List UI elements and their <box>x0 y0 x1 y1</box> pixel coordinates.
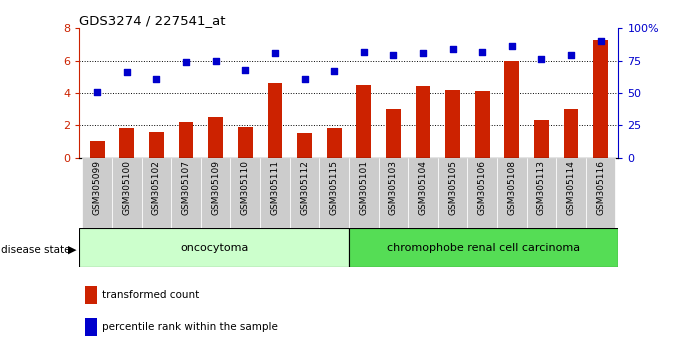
Bar <box>408 158 438 228</box>
Bar <box>534 120 549 158</box>
Bar <box>379 158 408 228</box>
Text: GSM305108: GSM305108 <box>507 160 516 215</box>
Point <box>388 53 399 58</box>
Text: GSM305104: GSM305104 <box>419 160 428 215</box>
Text: GSM305106: GSM305106 <box>477 160 486 215</box>
Point <box>447 46 458 52</box>
Bar <box>556 158 586 228</box>
Bar <box>415 86 430 158</box>
Text: GSM305107: GSM305107 <box>182 160 191 215</box>
Bar <box>497 158 527 228</box>
Bar <box>290 158 319 228</box>
Bar <box>90 141 104 158</box>
Text: ▶: ▶ <box>68 245 76 255</box>
Point <box>299 76 310 81</box>
Bar <box>112 158 142 228</box>
Bar <box>85 318 97 336</box>
Bar <box>386 109 401 158</box>
Bar <box>267 83 283 158</box>
Point <box>122 69 133 75</box>
Text: GSM305101: GSM305101 <box>359 160 368 215</box>
Bar <box>82 158 112 228</box>
Bar <box>142 158 171 228</box>
Point <box>269 50 281 56</box>
Text: GSM305105: GSM305105 <box>448 160 457 215</box>
Bar <box>475 91 490 158</box>
Point <box>536 57 547 62</box>
Text: GSM305116: GSM305116 <box>596 160 605 215</box>
Text: GSM305113: GSM305113 <box>537 160 546 215</box>
Bar <box>120 129 134 158</box>
Point <box>240 67 251 73</box>
Point <box>210 58 221 63</box>
Point <box>329 68 340 74</box>
Bar <box>149 132 164 158</box>
Point <box>565 53 576 58</box>
Text: GDS3274 / 227541_at: GDS3274 / 227541_at <box>79 14 226 27</box>
Point <box>595 39 606 44</box>
Text: GSM305100: GSM305100 <box>122 160 131 215</box>
Point <box>477 49 488 55</box>
Bar <box>297 133 312 158</box>
Bar <box>319 158 349 228</box>
Bar <box>438 158 467 228</box>
Text: oncocytoma: oncocytoma <box>180 243 248 253</box>
Text: GSM305110: GSM305110 <box>240 160 250 215</box>
Bar <box>527 158 556 228</box>
Bar <box>349 158 379 228</box>
Bar <box>179 122 193 158</box>
Text: disease state: disease state <box>1 245 70 255</box>
Text: percentile rank within the sample: percentile rank within the sample <box>102 322 278 332</box>
Text: GSM305112: GSM305112 <box>300 160 309 215</box>
Bar <box>171 158 201 228</box>
Point <box>358 49 369 55</box>
Point <box>180 59 191 65</box>
Bar <box>85 286 97 303</box>
Bar <box>238 127 253 158</box>
Text: GSM305114: GSM305114 <box>567 160 576 215</box>
Text: transformed count: transformed count <box>102 290 199 299</box>
Bar <box>504 61 519 158</box>
Bar <box>564 109 578 158</box>
Bar <box>231 158 260 228</box>
Text: chromophobe renal cell carcinoma: chromophobe renal cell carcinoma <box>387 243 580 253</box>
Bar <box>586 158 616 228</box>
Bar <box>79 228 349 267</box>
Bar <box>260 158 290 228</box>
Bar <box>201 158 231 228</box>
Bar <box>594 40 608 158</box>
Text: GSM305102: GSM305102 <box>152 160 161 215</box>
Bar <box>445 90 460 158</box>
Text: GSM305109: GSM305109 <box>211 160 220 215</box>
Bar <box>327 128 341 158</box>
Point <box>92 89 103 95</box>
Bar <box>467 158 497 228</box>
Text: GSM305103: GSM305103 <box>389 160 398 215</box>
Point <box>417 50 428 56</box>
Text: GSM305099: GSM305099 <box>93 160 102 215</box>
Text: GSM305111: GSM305111 <box>270 160 279 215</box>
Bar <box>357 85 371 158</box>
Text: GSM305115: GSM305115 <box>330 160 339 215</box>
Bar <box>208 117 223 158</box>
Bar <box>349 228 618 267</box>
Point <box>507 44 518 49</box>
Point <box>151 76 162 81</box>
